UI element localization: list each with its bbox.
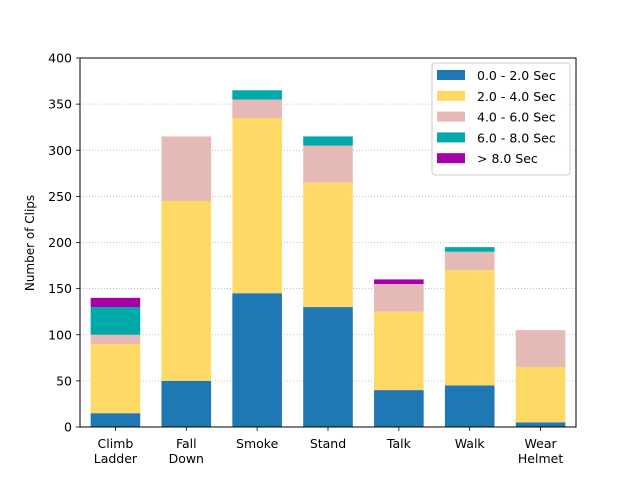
x-tick-label: Smoke bbox=[236, 436, 279, 451]
legend-box bbox=[431, 62, 571, 176]
legend-swatch bbox=[437, 70, 465, 80]
x-tick-label: Talk bbox=[386, 436, 412, 451]
bar-segment bbox=[303, 145, 353, 183]
bar-segment bbox=[90, 307, 141, 335]
legend-swatch bbox=[437, 153, 465, 164]
legend-label: > 8.0 Sec bbox=[477, 151, 538, 166]
y-tick-label: 300 bbox=[48, 143, 72, 158]
x-tick-label: Stand bbox=[310, 436, 346, 451]
y-tick-label: 150 bbox=[48, 281, 72, 296]
legend-label: 4.0 - 6.0 Sec bbox=[477, 110, 556, 125]
bar-segment bbox=[374, 284, 424, 312]
bar-segment bbox=[374, 311, 424, 391]
bar-segment bbox=[444, 270, 495, 386]
y-tick-label: 400 bbox=[48, 51, 72, 66]
y-axis-label: Number of Clips bbox=[23, 195, 37, 291]
x-tick-label: Walk bbox=[455, 436, 486, 451]
legend-label: 6.0 - 8.0 Sec bbox=[477, 130, 556, 145]
legend-swatch bbox=[437, 90, 465, 101]
y-tick-label: 100 bbox=[48, 327, 72, 342]
legend-swatch bbox=[437, 132, 465, 143]
bar-segment bbox=[444, 247, 495, 252]
x-tick-label: Climb bbox=[98, 436, 134, 451]
y-tick-label: 350 bbox=[48, 97, 72, 112]
y-tick-label: 0 bbox=[64, 420, 72, 435]
bar-segment bbox=[90, 297, 141, 308]
x-tick-label: Down bbox=[169, 451, 204, 466]
bar-segment bbox=[374, 279, 424, 285]
bar-segment bbox=[515, 422, 566, 427]
legend-label: 2.0 - 4.0 Sec bbox=[477, 89, 556, 104]
bar-segment bbox=[161, 136, 212, 201]
legend-swatch bbox=[437, 111, 465, 122]
bar-segment bbox=[232, 90, 282, 100]
bar-segment bbox=[444, 251, 495, 271]
bar-segment bbox=[232, 99, 282, 118]
bar-segment bbox=[444, 385, 495, 427]
x-tick-label: Helmet bbox=[518, 451, 563, 466]
x-tick-label: Ladder bbox=[94, 451, 138, 466]
y-tick-label: 250 bbox=[48, 189, 72, 204]
plot-frame bbox=[79, 57, 577, 428]
bar-segment bbox=[161, 200, 212, 381]
legend: 0.0 - 2.0 Sec 2.0 - 4.0 Sec 4.0 - 6.0 Sec 6… bbox=[431, 62, 571, 176]
bar-segment bbox=[515, 330, 566, 368]
bar-segment bbox=[90, 343, 141, 414]
bar-segment bbox=[374, 390, 424, 427]
bar-segment bbox=[303, 136, 353, 146]
bar-segment bbox=[232, 117, 282, 294]
legend-label: 0.0 - 2.0 Sec bbox=[477, 68, 556, 83]
bar-segment bbox=[90, 413, 141, 427]
y-tick-label: 50 bbox=[56, 373, 72, 388]
x-tick-label: Wear bbox=[525, 436, 558, 451]
x-tick-label: Fall bbox=[176, 436, 197, 451]
bars bbox=[90, 90, 566, 427]
bar-segment bbox=[90, 334, 141, 344]
bar-segment bbox=[303, 182, 353, 308]
bar-segment bbox=[232, 293, 282, 427]
bar-segment bbox=[303, 307, 353, 427]
bar-segment bbox=[515, 367, 566, 423]
y-tick-label: 200 bbox=[48, 235, 72, 250]
bar-segment bbox=[161, 380, 212, 427]
